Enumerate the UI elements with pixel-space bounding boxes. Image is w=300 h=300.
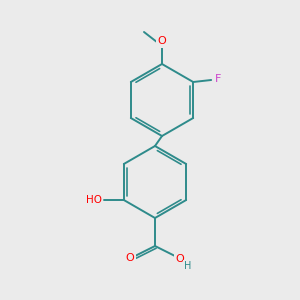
Text: H: H: [184, 261, 192, 271]
Text: HO: HO: [86, 195, 102, 205]
Text: O: O: [158, 36, 166, 46]
Text: O: O: [126, 253, 134, 263]
Text: O: O: [176, 254, 184, 264]
Text: F: F: [215, 74, 221, 84]
